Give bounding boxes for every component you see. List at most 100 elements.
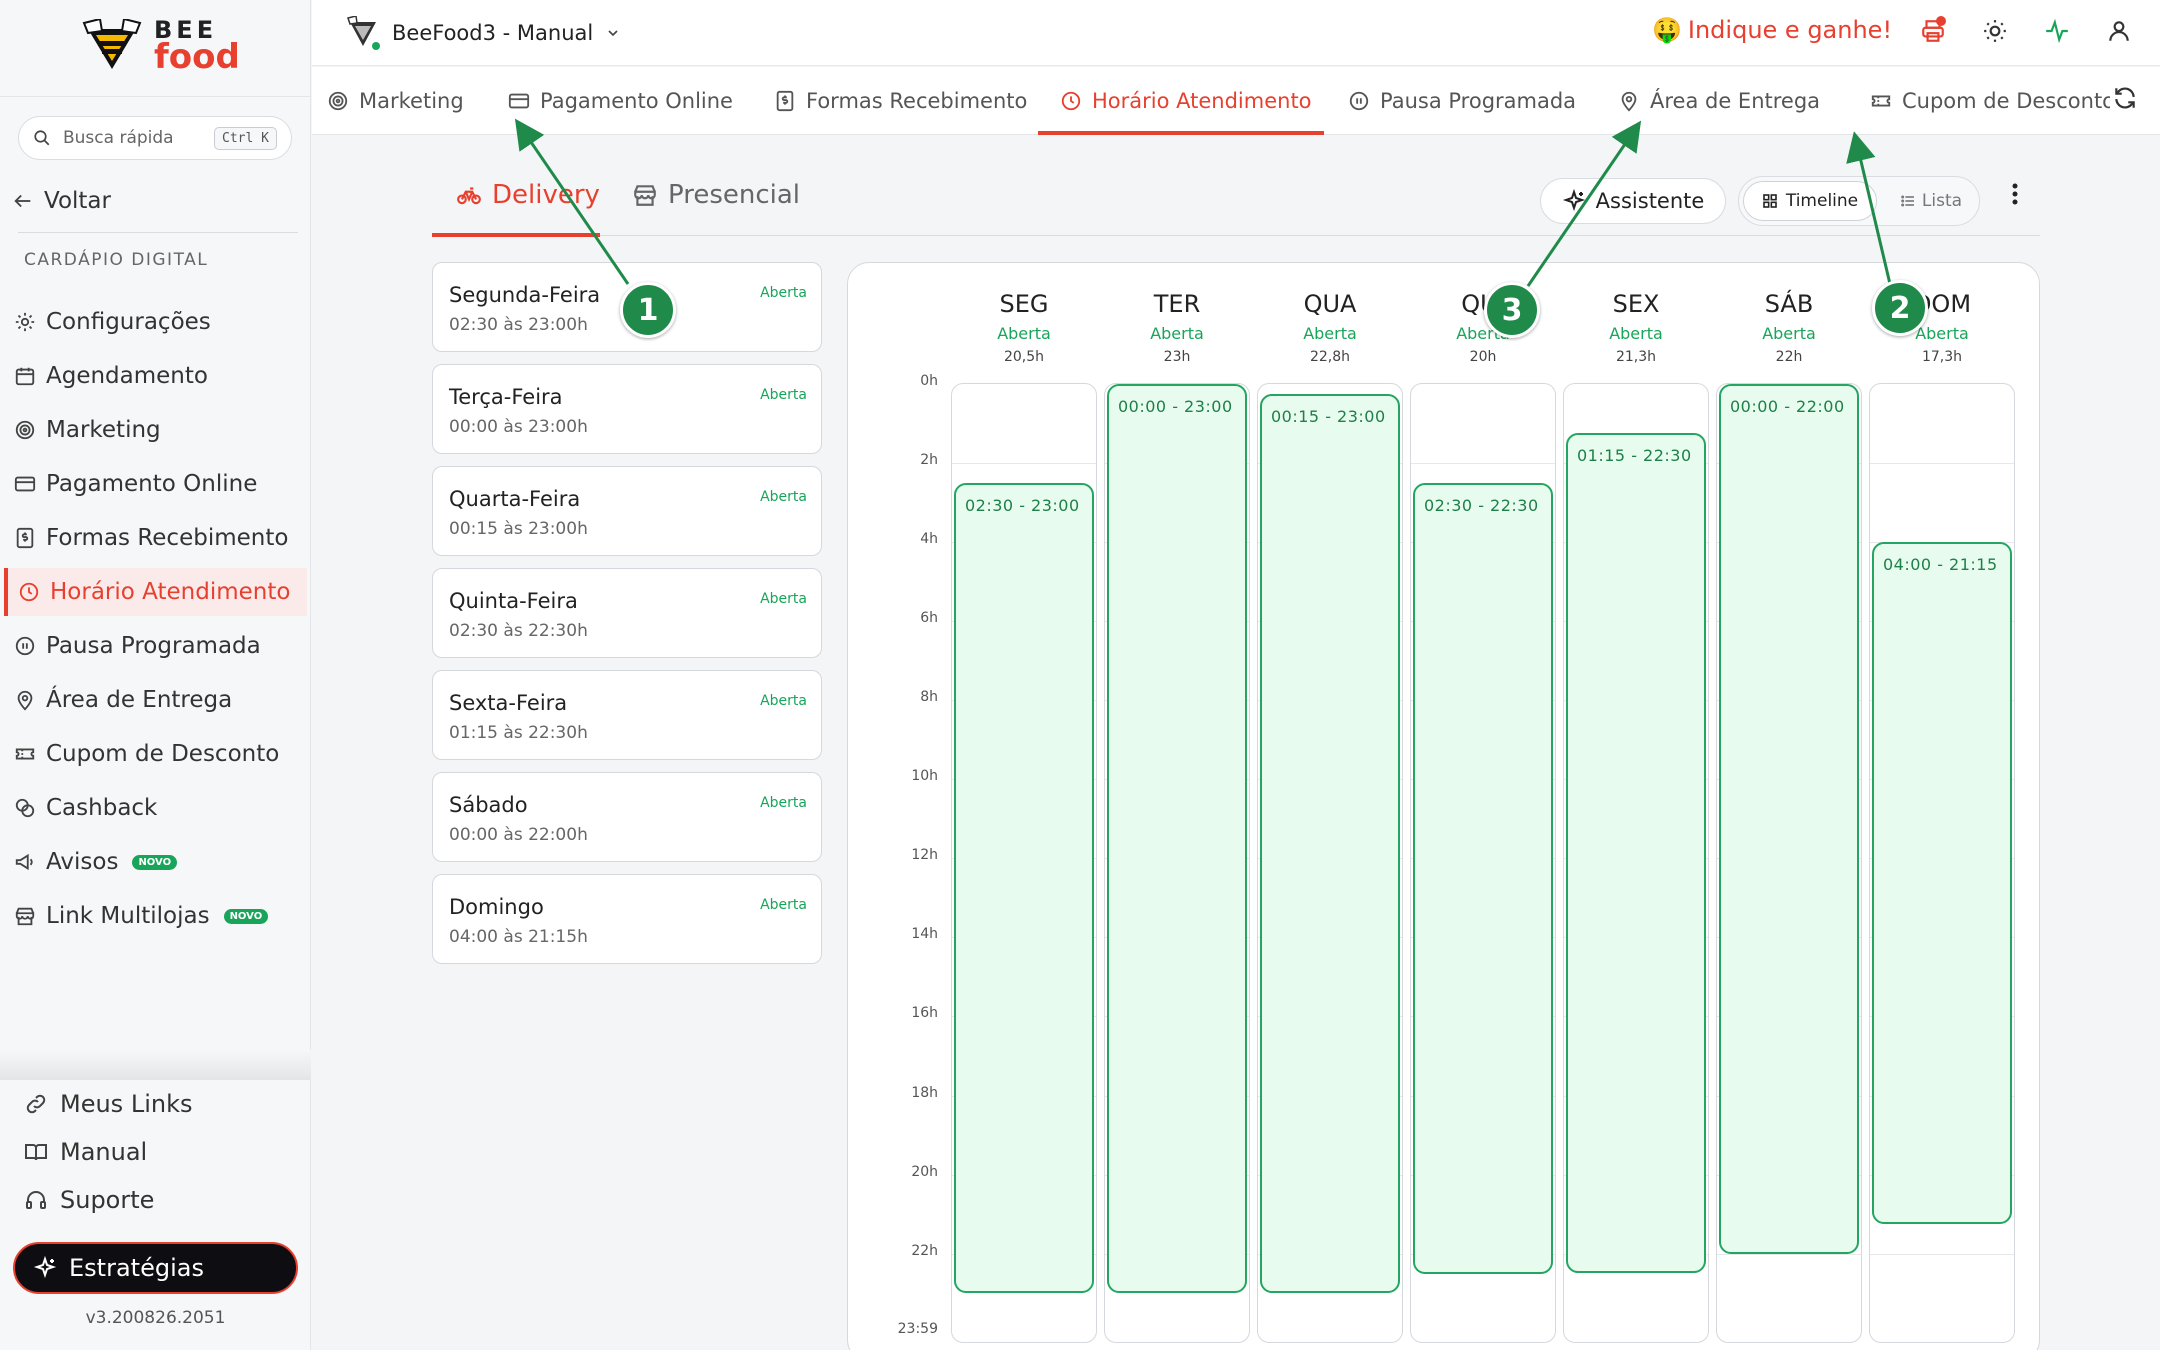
tab-label: Cupom de Desconto (1902, 89, 2110, 113)
day-card[interactable]: Quinta-Feira 02:30 às 22:30h Aberta (432, 568, 822, 658)
day-card[interactable]: Terça-Feira 00:00 às 23:00h Aberta (432, 364, 822, 454)
open-hours-block[interactable]: 00:00 - 22:00 (1719, 384, 1859, 1254)
day-card[interactable]: Quarta-Feira 00:15 às 23:00h Aberta (432, 466, 822, 556)
timeline-view-button[interactable]: Timeline (1743, 181, 1877, 221)
sidebar-item-agendamento[interactable]: Agendamento (4, 352, 307, 400)
pause-icon (15, 636, 35, 656)
annotation-callout-3: 3 (1484, 282, 1540, 338)
sidebar-item-pausa-programada[interactable]: Pausa Programada (4, 622, 307, 670)
open-hours-block[interactable]: 01:15 - 22:30 (1566, 433, 1706, 1273)
tab-label: Pausa Programada (1380, 89, 1577, 113)
column-total-hours: 22,8h (1309, 349, 1351, 365)
status-badge: Aberta (760, 693, 807, 709)
list-view-button[interactable]: Lista (1889, 181, 1973, 221)
section-tabs: Marketing Pagamento Online Formas Recebi… (312, 67, 2160, 135)
tab-label: Área de Entrega (1650, 89, 1821, 113)
sidebar-item-horario-atendimento[interactable]: Horário Atendimento (4, 568, 307, 616)
printer-button[interactable] (1918, 14, 1948, 48)
activity-button[interactable] (2042, 14, 2072, 48)
open-hours-block[interactable]: 02:30 - 22:30 (1413, 483, 1553, 1274)
strategies-button[interactable]: Estratégias (13, 1242, 298, 1294)
y-axis-label: 4h (920, 531, 938, 547)
tab-formas-recebimento[interactable]: Formas Recebimento (774, 67, 1027, 135)
section-label: CARDÁPIO DIGITAL (24, 250, 209, 270)
store-selector[interactable]: BeeFood3 - Manual (346, 15, 621, 52)
annotation-callout-1: 1 (620, 282, 676, 338)
refer-label: Indique e ganhe! (1687, 16, 1893, 44)
receipt-icon (16, 527, 34, 549)
open-hours-block[interactable]: 00:00 - 23:00 (1107, 384, 1247, 1293)
tab-horario-atendimento[interactable]: Horário Atendimento (1060, 67, 1312, 135)
y-axis-label: 2h (920, 452, 938, 468)
link-icon (26, 1094, 46, 1114)
subtab-presencial[interactable]: Presencial (632, 180, 800, 210)
user-menu-button[interactable] (2104, 14, 2134, 48)
day-hours: 04:00 às 21:15h (449, 927, 588, 947)
open-hours-block[interactable]: 02:30 - 23:00 (954, 483, 1094, 1293)
more-options-button[interactable] (2006, 182, 2024, 212)
sidebar-item-avisos[interactable]: Avisos NOVO (4, 838, 307, 886)
brand-logo[interactable]: BEE food (80, 18, 240, 74)
tab-area-entrega[interactable]: Área de Entrega (1618, 67, 1820, 135)
open-hours-block[interactable]: 00:15 - 23:00 (1260, 394, 1400, 1293)
timeline-column-header: SÁB Aberta 22h (1716, 290, 1862, 365)
day-card[interactable]: Domingo 04:00 às 21:15h Aberta (432, 874, 822, 964)
bee-logo-icon (82, 19, 142, 69)
column-day: TER (1153, 290, 1201, 318)
open-hours-range: 01:15 - 22:30 (1577, 446, 1692, 465)
y-axis-label: 16h (911, 1005, 938, 1021)
credit-card-icon (508, 93, 530, 109)
new-badge: NOVO (132, 854, 178, 870)
online-status-dot (370, 40, 382, 52)
open-hours-block[interactable]: 04:00 - 21:15 (1872, 542, 2012, 1224)
subtab-label: Presencial (668, 180, 801, 210)
sidebar-item-marketing[interactable]: Marketing (4, 406, 307, 454)
y-axis-label: 20h (911, 1164, 938, 1180)
refer-link[interactable]: 🤑 Indique e ganhe! (1652, 16, 1892, 44)
active-subtab-indicator (432, 233, 600, 237)
annotation-callout-2: 2 (1872, 280, 1928, 336)
sidebar-item-formas-recebimento[interactable]: Formas Recebimento (4, 514, 307, 562)
sidebar-item-cupom-desconto[interactable]: Cupom de Desconto (4, 730, 307, 778)
status-badge: Aberta (760, 795, 807, 811)
open-hours-range: 00:00 - 23:00 (1118, 397, 1233, 416)
y-axis-label: 18h (911, 1085, 938, 1101)
back-label: Voltar (44, 188, 111, 214)
sidebar-item-label: Horário Atendimento (50, 579, 291, 605)
column-status: Aberta (1303, 324, 1357, 343)
tab-marketing[interactable]: Marketing (327, 67, 464, 135)
brand-line1: BEE (154, 16, 218, 44)
back-button[interactable]: Voltar (12, 188, 111, 214)
manual-link[interactable]: Manual (0, 1128, 311, 1176)
my-links-link[interactable]: Meus Links (0, 1080, 311, 1128)
megaphone-icon (15, 853, 33, 871)
support-link[interactable]: Suporte (0, 1176, 311, 1224)
y-axis-label: 10h (911, 768, 938, 784)
top-bar: BeeFood3 - Manual 🤑 Indique e ganhe! (312, 0, 2160, 66)
sidebar-item-area-entrega[interactable]: Área de Entrega (4, 676, 307, 724)
tab-pausa-programada[interactable]: Pausa Programada (1348, 67, 1576, 135)
quick-search[interactable]: Busca rápida Ctrl K (18, 116, 292, 160)
sidebar-item-configuracoes[interactable]: Configurações (4, 298, 307, 346)
day-name: Sexta-Feira (449, 691, 568, 715)
day-hours: 02:30 às 23:00h (449, 315, 588, 335)
theme-toggle[interactable] (1980, 14, 2010, 48)
sidebar-item-link-multilojas[interactable]: Link Multilojas NOVO (4, 892, 307, 940)
subtab-delivery[interactable]: Delivery (456, 180, 600, 210)
sidebar-item-label: Link Multilojas (46, 903, 210, 929)
store-icon (15, 907, 35, 926)
refresh-button[interactable] (2112, 85, 2138, 115)
tab-cupom-desconto[interactable]: Cupom de Desconto (1870, 67, 2110, 135)
shortcut-hint: Ctrl K (214, 126, 277, 150)
sidebar-item-pagamento-online[interactable]: Pagamento Online (4, 460, 307, 508)
assistant-button[interactable]: Assistente (1540, 178, 1726, 224)
user-icon (2109, 21, 2129, 41)
day-card[interactable]: Sábado 00:00 às 22:00h Aberta (432, 772, 822, 862)
day-card[interactable]: Sexta-Feira 01:15 às 22:30h Aberta (432, 670, 822, 760)
list-icon (1901, 195, 1914, 207)
tab-pagamento-online[interactable]: Pagamento Online (508, 67, 733, 135)
printer-icon (1922, 20, 1944, 42)
version-label: v3.200826.2051 (85, 1308, 226, 1328)
pause-icon (1349, 91, 1369, 111)
sidebar-item-cashback[interactable]: Cashback (4, 784, 307, 832)
